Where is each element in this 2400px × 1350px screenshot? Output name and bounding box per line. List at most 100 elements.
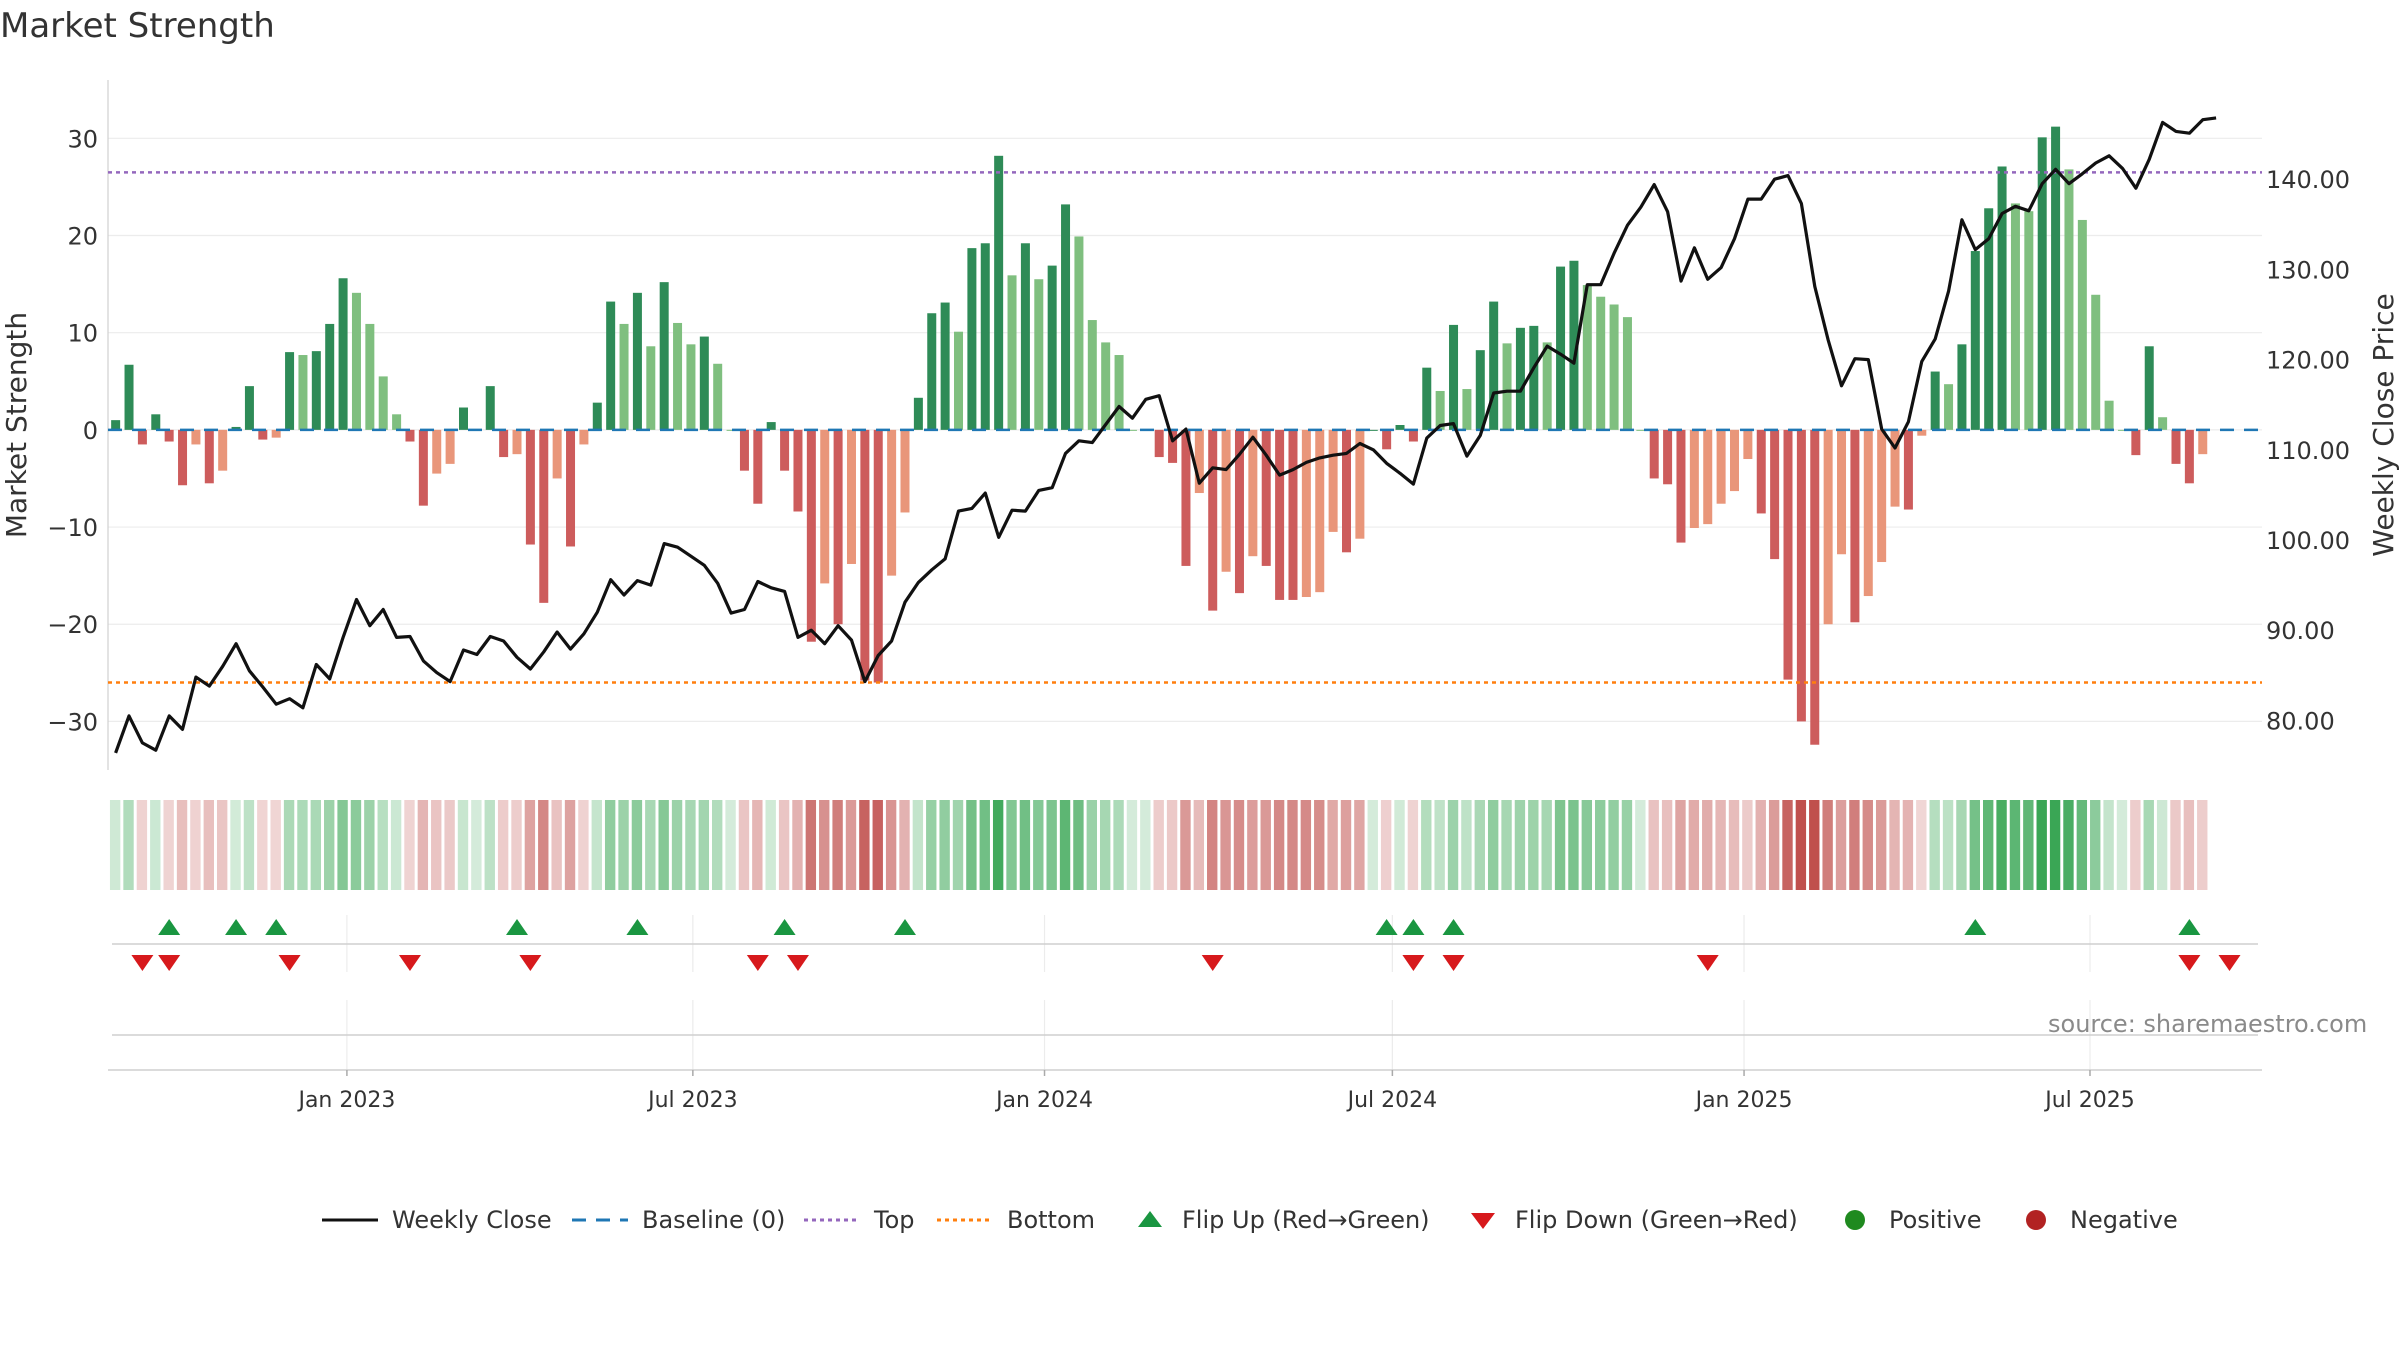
strength-strip-tile (350, 800, 362, 890)
flip-up-marker (893, 919, 916, 935)
strength-strip-tile (1126, 800, 1138, 890)
strength-strip-tile (123, 800, 134, 890)
strength-strip-tile (2103, 800, 2114, 890)
strength-bar (1609, 304, 1619, 430)
strength-bar (753, 429, 763, 504)
chart-title: Market Strength (0, 6, 275, 46)
flip-up-marker (1402, 919, 1425, 935)
strength-strip-tile (1528, 800, 1539, 890)
strength-strip-tile (497, 800, 509, 890)
strength-bar (2184, 429, 2194, 484)
strength-strip-tile (778, 800, 790, 890)
strength-bar (646, 346, 656, 430)
strength-strip-tile (377, 800, 388, 890)
flip-up-marker (773, 919, 796, 935)
strength-bar (2117, 429, 2127, 431)
flip-down-marker (1442, 955, 1465, 971)
legend-item-bottom[interactable]: Bottom (935, 1200, 1095, 1240)
strength-bar (994, 155, 1004, 430)
strength-bar (1649, 429, 1659, 479)
strength-strip-tile (270, 800, 281, 890)
strength-strip-tile (979, 800, 990, 890)
strength-strip-tile (1541, 800, 1552, 890)
strength-bar (954, 331, 964, 430)
strength-strip-tile (1661, 800, 1673, 890)
strength-strip-tile (1300, 800, 1312, 890)
strength-strip-tile (685, 800, 696, 890)
strength-strip-tile (698, 800, 710, 890)
strength-bar (846, 429, 856, 564)
strength-strip-tile (765, 800, 776, 890)
legend-item-baseline[interactable]: Baseline (0) (570, 1200, 785, 1240)
strength-strip-tile (1099, 800, 1111, 890)
strength-strip-tile (926, 800, 937, 890)
strength-bar (980, 243, 990, 430)
strength-bar (432, 429, 442, 474)
strength-strip-tile (1715, 800, 1726, 890)
strength-bar (1970, 251, 1980, 430)
strength-strip-tile (1581, 800, 1593, 890)
strength-bar (619, 323, 629, 430)
strength-strip-tile (471, 800, 482, 890)
strength-strip-tile (899, 800, 910, 890)
strength-bar (1515, 327, 1525, 430)
flip-down-marker (158, 955, 181, 971)
strength-bar (418, 429, 428, 506)
strength-bar (1261, 429, 1271, 566)
strength-bar (1944, 384, 1954, 430)
strength-strip-tile (2143, 800, 2154, 890)
strength-bar (405, 429, 415, 442)
legend-item-positive[interactable]: Positive (1837, 1200, 1982, 1240)
strength-strip-tile (364, 800, 375, 890)
flip-down-marker (131, 955, 154, 971)
strength-strip-tile (1354, 800, 1365, 890)
strength-bar (311, 351, 321, 430)
strength-strip-tile (1421, 800, 1432, 890)
strength-strip-tile (805, 800, 817, 890)
legend-item-flip-down[interactable]: Flip Down (Green→Red) (1463, 1200, 1798, 1240)
strength-strip-tile (150, 800, 161, 890)
strength-strip-tile (1086, 800, 1097, 890)
strength-strip-tile (2076, 800, 2088, 890)
strength-bar (1074, 236, 1084, 430)
strength-strip-tile (1193, 800, 1205, 890)
strength-bar (1355, 429, 1365, 539)
strength-strip-tile (1742, 800, 1753, 890)
flip-down-marker (746, 955, 769, 971)
strength-strip-tile (725, 800, 736, 890)
strength-bar (191, 429, 201, 445)
strength-bar (1475, 350, 1485, 430)
legend-item-top[interactable]: Top (802, 1200, 915, 1240)
strength-strip-tile (1675, 800, 1686, 890)
strength-strip-tile (1755, 800, 1766, 890)
strength-bar (1622, 317, 1632, 430)
strength-bar (2051, 126, 2061, 430)
strength-bar (124, 364, 134, 430)
strength-bar (1930, 371, 1940, 430)
strength-bar (525, 429, 535, 545)
strength-bar (1181, 429, 1191, 566)
strength-strip-tile (819, 800, 830, 890)
strength-strip-tile (1608, 800, 1619, 890)
strength-bar (2171, 429, 2181, 464)
strength-bar (860, 429, 870, 681)
legend-item-negative[interactable]: Negative (2018, 1200, 2178, 1240)
strength-strip-tile (1822, 800, 1833, 890)
strength-bar (940, 302, 950, 430)
strength-bar (2198, 429, 2208, 455)
strength-strip-tile (176, 800, 188, 890)
legend-item-flip-up[interactable]: Flip Up (Red→Green) (1130, 1200, 1430, 1240)
flip-up-marker (1442, 919, 1465, 935)
legend-label: Top (874, 1206, 915, 1234)
strength-bar (271, 429, 281, 438)
strength-strip-tile (1635, 800, 1646, 890)
strength-strip-tile (216, 800, 228, 890)
strength-strip-tile (1849, 800, 1860, 890)
strength-bar (1957, 344, 1967, 430)
strength-strip-tile (1795, 800, 1807, 890)
strength-strip-tile (1327, 800, 1338, 890)
strength-bar (726, 429, 736, 431)
legend-item-weekly-close[interactable]: Weekly Close (320, 1200, 552, 1240)
strength-bar (1837, 429, 1847, 555)
strength-bar (499, 429, 509, 458)
